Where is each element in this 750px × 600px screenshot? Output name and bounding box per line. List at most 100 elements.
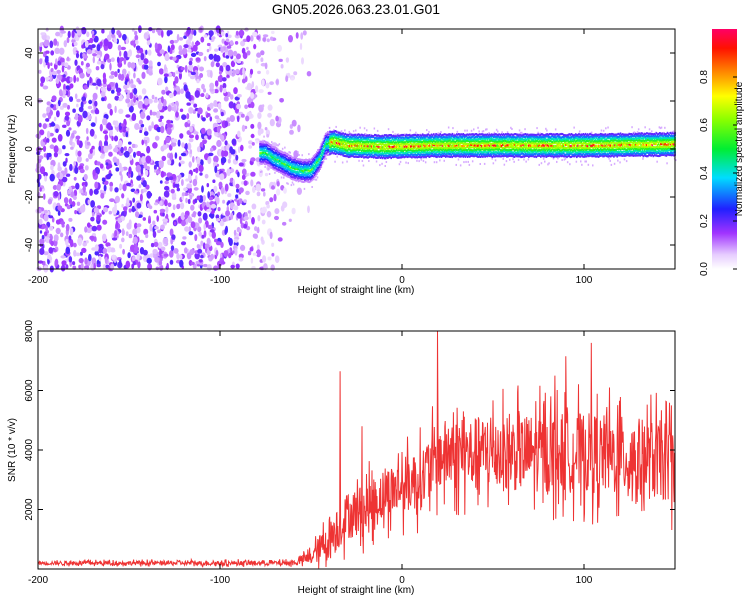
spectrogram-cell [379, 135, 382, 138]
spectrogram-cell [73, 51, 77, 55]
spectrogram-cell [317, 149, 319, 152]
spectrogram-cell [251, 203, 257, 210]
spectrogram-cell [396, 149, 399, 152]
spectrogram-cell [404, 138, 407, 141]
spectrogram-cell [323, 157, 326, 160]
spectrogram-cell [442, 135, 445, 139]
spectrogram-cell [473, 144, 475, 147]
spectrogram-cell [323, 152, 326, 155]
spectrogram-cell [279, 164, 281, 167]
spectrogram-cell [534, 148, 537, 151]
spectrogram-cell [487, 146, 490, 149]
spectrogram-cell [443, 136, 446, 139]
spectrogram-cell [441, 140, 444, 143]
spectrogram-cell [449, 141, 451, 144]
spectrogram-cell [493, 148, 495, 151]
spectrogram-cell [291, 164, 293, 167]
spectrogram-cell [487, 148, 490, 151]
spectrogram-cell [455, 163, 457, 166]
spectrogram-cell [271, 157, 273, 160]
spectrogram-cell [388, 145, 390, 148]
spectrogram-cell [52, 185, 58, 190]
spectrogram-cell [521, 135, 523, 138]
spectrogram-cell [264, 163, 267, 166]
spectrogram-cell [311, 171, 314, 174]
spectrogram-cell [471, 154, 473, 157]
spectrogram-cell [513, 155, 516, 158]
spectrogram-cell [495, 142, 497, 145]
spectrogram-cell [415, 147, 418, 150]
spectrogram-cell [342, 150, 344, 153]
spectrogram-cell [365, 153, 367, 156]
spectrogram-cell [533, 133, 535, 136]
spectrogram-cell [307, 173, 309, 176]
spectrogram-cell [378, 155, 380, 158]
spectrogram-cell [333, 129, 335, 132]
spectrogram-cell [128, 208, 132, 213]
spectrogram-cell [274, 171, 276, 174]
spectrogram-cell [354, 142, 356, 145]
spectrogram-cell [378, 139, 380, 142]
spectrogram-cell [415, 154, 418, 157]
spectrogram-cell [534, 152, 537, 156]
spectrogram-cell [49, 173, 55, 182]
spectrogram-cell [533, 152, 535, 156]
spectrogram-cell [40, 82, 44, 87]
spectrogram-cell [304, 176, 306, 179]
spectrogram-cell [136, 202, 142, 209]
spectrogram-cell [476, 155, 479, 158]
spectrogram-cell [315, 158, 317, 162]
spectrogram-cell [205, 92, 209, 98]
spectrogram-cell [154, 135, 160, 141]
spectrogram-cell [128, 166, 132, 175]
spectrogram-cell [383, 139, 386, 142]
spectrogram-cell [334, 135, 337, 138]
spectrogram-cell [485, 148, 487, 151]
spectrogram-cell [433, 136, 435, 139]
spectrogram-cell [524, 144, 527, 147]
spectrogram-cell [376, 150, 378, 153]
spectrogram-cell [265, 154, 268, 157]
spectrogram-cell [46, 152, 50, 161]
spectrogram-cell [328, 131, 330, 134]
spectrogram-cell [235, 263, 240, 269]
spectrogram-cell [499, 138, 502, 141]
spectrogram-cell [283, 151, 285, 154]
spectrogram-cell [276, 169, 279, 172]
spectrogram-cell [226, 74, 230, 78]
spectrogram-cell [372, 135, 375, 138]
spectrogram-cell [416, 156, 419, 159]
spectrogram-cell [364, 156, 366, 159]
spectrogram-cell [245, 115, 250, 122]
spectrogram-cell [297, 161, 300, 164]
spectrogram-cell [260, 149, 262, 152]
spectrogram-cell [295, 162, 297, 165]
spectrogram-cell [416, 146, 419, 150]
spectrogram-cell [286, 166, 289, 170]
spectrogram-cell [498, 153, 501, 156]
spectrogram-cell [236, 115, 240, 123]
spectrogram-cell [152, 142, 158, 149]
spectrogram-cell [335, 144, 338, 147]
spectrogram-cell [338, 131, 340, 134]
spectrogram-cell [429, 142, 432, 145]
spectrogram-cell [512, 146, 515, 149]
spectrogram-cell [436, 155, 438, 159]
spectrogram-cell [350, 146, 352, 149]
spectrogram-cell [268, 164, 270, 167]
spectrogram-cell [452, 135, 455, 138]
spectrogram-cell [500, 136, 503, 139]
spectrogram-cell [495, 146, 497, 149]
spectrogram-cell [505, 139, 507, 143]
spectrogram-cell [192, 211, 196, 218]
spectrogram-cell [65, 129, 71, 137]
spectrogram-cell [121, 203, 124, 208]
spectrogram-cell [347, 144, 350, 148]
spectrogram-cell [422, 153, 424, 156]
spectrogram-cell [369, 136, 372, 139]
spectrogram-cell [416, 153, 419, 156]
spectrogram-cell [283, 168, 285, 171]
spectrogram-cell [326, 147, 328, 150]
spectrogram-cell [478, 155, 481, 158]
spectrogram-cell [329, 150, 331, 153]
